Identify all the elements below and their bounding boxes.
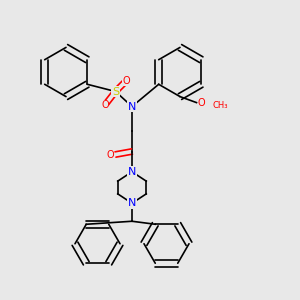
Text: N: N <box>128 167 136 177</box>
Text: CH₃: CH₃ <box>212 101 228 110</box>
Text: N: N <box>128 198 136 208</box>
Text: O: O <box>198 98 206 108</box>
Text: O: O <box>101 100 109 110</box>
Text: S: S <box>112 86 119 97</box>
Text: N: N <box>128 101 136 112</box>
Text: O: O <box>122 76 130 86</box>
Text: O: O <box>106 149 114 160</box>
